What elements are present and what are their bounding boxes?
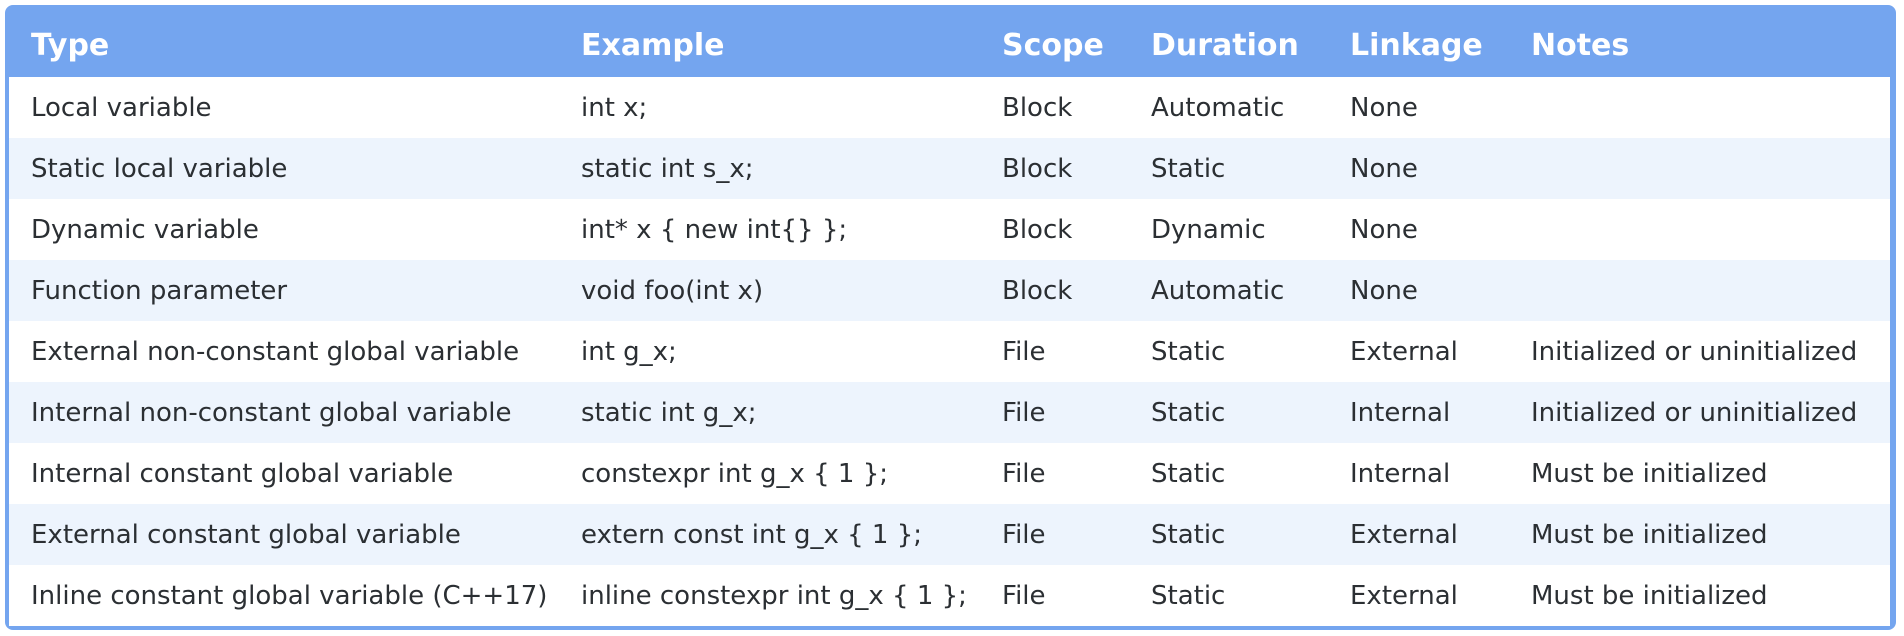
variable-properties-table: Type Example Scope Duration Linkage Note…: [9, 5, 1890, 626]
cell-example: static int s_x;: [559, 138, 980, 199]
cell-scope: Block: [980, 77, 1129, 138]
cell-scope: File: [980, 504, 1129, 565]
cell-linkage: External: [1328, 321, 1509, 382]
table-body: Local variable int x; Block Automatic No…: [9, 77, 1890, 626]
cell-duration: Static: [1129, 443, 1328, 504]
cell-scope: File: [980, 321, 1129, 382]
cell-duration: Static: [1129, 321, 1328, 382]
header-notes: Notes: [1531, 27, 1630, 63]
cell-example: extern const int g_x { 1 };: [559, 504, 980, 565]
variable-properties-table-frame: Type Example Scope Duration Linkage Note…: [5, 5, 1896, 630]
table-row: Local variable int x; Block Automatic No…: [9, 77, 1890, 138]
table-row: External constant global variable extern…: [9, 504, 1890, 565]
cell-type: Internal constant global variable: [9, 443, 559, 504]
cell-linkage: None: [1328, 199, 1509, 260]
cell-linkage: External: [1328, 504, 1509, 565]
table-row: Inline constant global variable (C++17) …: [9, 565, 1890, 626]
table-row: Function parameter void foo(int x) Block…: [9, 260, 1890, 321]
cell-scope: File: [980, 565, 1129, 626]
cell-notes: [1509, 260, 1890, 321]
table-row: Dynamic variable int* x { new int{} }; B…: [9, 199, 1890, 260]
header-scope: Scope: [1002, 27, 1104, 63]
cell-notes: Initialized or uninitialized: [1509, 382, 1890, 443]
header-row: Type Example Scope Duration Linkage Note…: [9, 5, 1890, 77]
cell-scope: Block: [980, 199, 1129, 260]
cell-scope: File: [980, 382, 1129, 443]
cell-example: constexpr int g_x { 1 };: [559, 443, 980, 504]
table-row: External non-constant global variable in…: [9, 321, 1890, 382]
cell-type: External non-constant global variable: [9, 321, 559, 382]
cell-duration: Static: [1129, 138, 1328, 199]
cell-notes: Initialized or uninitialized: [1509, 321, 1890, 382]
cell-notes: [1509, 199, 1890, 260]
cell-duration: Static: [1129, 565, 1328, 626]
cell-scope: File: [980, 443, 1129, 504]
cell-type: Static local variable: [9, 138, 559, 199]
cell-duration: Automatic: [1129, 260, 1328, 321]
cell-example: inline constexpr int g_x { 1 };: [559, 565, 980, 626]
cell-type: Local variable: [9, 77, 559, 138]
cell-notes: [1509, 138, 1890, 199]
cell-type: Dynamic variable: [9, 199, 559, 260]
cell-example: void foo(int x): [559, 260, 980, 321]
cell-linkage: Internal: [1328, 382, 1509, 443]
cell-linkage: None: [1328, 260, 1509, 321]
cell-type: External constant global variable: [9, 504, 559, 565]
cell-notes: Must be initialized: [1509, 565, 1890, 626]
cell-linkage: None: [1328, 77, 1509, 138]
cell-type: Function parameter: [9, 260, 559, 321]
table-row: Internal constant global variable conste…: [9, 443, 1890, 504]
cell-example: int* x { new int{} };: [559, 199, 980, 260]
cell-scope: Block: [980, 260, 1129, 321]
table-header: Type Example Scope Duration Linkage Note…: [9, 5, 1890, 77]
cell-example: static int g_x;: [559, 382, 980, 443]
cell-linkage: None: [1328, 138, 1509, 199]
cell-duration: Automatic: [1129, 77, 1328, 138]
cell-linkage: Internal: [1328, 443, 1509, 504]
cell-duration: Static: [1129, 382, 1328, 443]
table-row: Internal non-constant global variable st…: [9, 382, 1890, 443]
header-duration: Duration: [1151, 27, 1299, 63]
cell-type: Inline constant global variable (C++17): [9, 565, 559, 626]
cell-scope: Block: [980, 138, 1129, 199]
table-row: Static local variable static int s_x; Bl…: [9, 138, 1890, 199]
header-example: Example: [581, 27, 725, 63]
header-type: Type: [31, 27, 110, 63]
cell-example: int g_x;: [559, 321, 980, 382]
cell-duration: Static: [1129, 504, 1328, 565]
cell-notes: [1509, 77, 1890, 138]
cell-example: int x;: [559, 77, 980, 138]
cell-type: Internal non-constant global variable: [9, 382, 559, 443]
cell-linkage: External: [1328, 565, 1509, 626]
cell-duration: Dynamic: [1129, 199, 1328, 260]
cell-notes: Must be initialized: [1509, 504, 1890, 565]
cell-notes: Must be initialized: [1509, 443, 1890, 504]
header-linkage: Linkage: [1350, 27, 1483, 63]
